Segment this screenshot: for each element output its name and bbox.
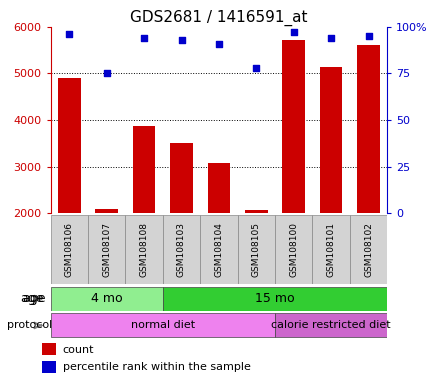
Bar xyxy=(238,215,275,284)
Point xyxy=(327,35,335,41)
Text: age: age xyxy=(20,292,44,305)
Text: protocol: protocol xyxy=(7,320,52,331)
Bar xyxy=(357,45,380,213)
Bar xyxy=(51,286,163,311)
Text: GSM108101: GSM108101 xyxy=(326,222,336,277)
Point xyxy=(66,31,73,37)
Text: GSM108108: GSM108108 xyxy=(139,222,149,277)
Bar xyxy=(163,286,387,311)
Bar xyxy=(58,78,81,213)
Bar xyxy=(42,343,55,356)
Bar xyxy=(200,215,238,284)
Point xyxy=(178,37,185,43)
Bar xyxy=(320,67,342,213)
Bar xyxy=(133,126,155,213)
Bar xyxy=(350,215,387,284)
Text: GSM108102: GSM108102 xyxy=(364,222,373,277)
Text: GSM108105: GSM108105 xyxy=(252,222,261,277)
Point xyxy=(290,30,297,36)
Bar xyxy=(51,313,275,338)
Text: GSM108104: GSM108104 xyxy=(214,222,224,277)
Point xyxy=(365,33,372,39)
Text: calorie restricted diet: calorie restricted diet xyxy=(271,320,391,331)
Title: GDS2681 / 1416591_at: GDS2681 / 1416591_at xyxy=(130,9,308,25)
Text: normal diet: normal diet xyxy=(131,320,195,331)
Text: age: age xyxy=(23,292,46,305)
Text: GSM108106: GSM108106 xyxy=(65,222,74,277)
Bar xyxy=(282,40,305,213)
Bar xyxy=(312,215,350,284)
Bar xyxy=(275,215,312,284)
Text: 4 mo: 4 mo xyxy=(91,292,122,305)
Text: GSM108103: GSM108103 xyxy=(177,222,186,277)
Bar xyxy=(170,143,193,213)
Bar xyxy=(42,361,55,372)
Point xyxy=(216,41,223,47)
Bar xyxy=(88,215,125,284)
Bar xyxy=(163,215,200,284)
Text: count: count xyxy=(62,344,94,354)
Bar xyxy=(245,210,268,213)
Point xyxy=(141,35,148,41)
Point xyxy=(253,65,260,71)
Text: 15 mo: 15 mo xyxy=(255,292,295,305)
Text: GSM108100: GSM108100 xyxy=(289,222,298,277)
Bar xyxy=(95,209,118,213)
Bar xyxy=(208,163,230,213)
Bar xyxy=(275,313,387,338)
Text: percentile rank within the sample: percentile rank within the sample xyxy=(62,362,250,372)
Bar xyxy=(125,215,163,284)
Text: GSM108107: GSM108107 xyxy=(102,222,111,277)
Bar xyxy=(51,215,88,284)
Point xyxy=(103,70,110,76)
